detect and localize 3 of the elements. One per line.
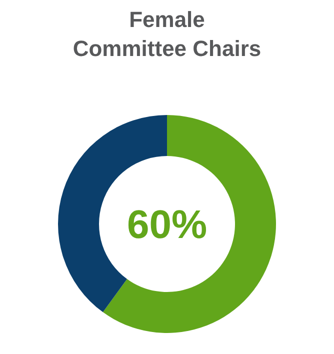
donut-slice: [102, 115, 276, 333]
chart-title: Female Committee Chairs: [72, 7, 262, 61]
data-label: 60%: [126, 203, 208, 247]
